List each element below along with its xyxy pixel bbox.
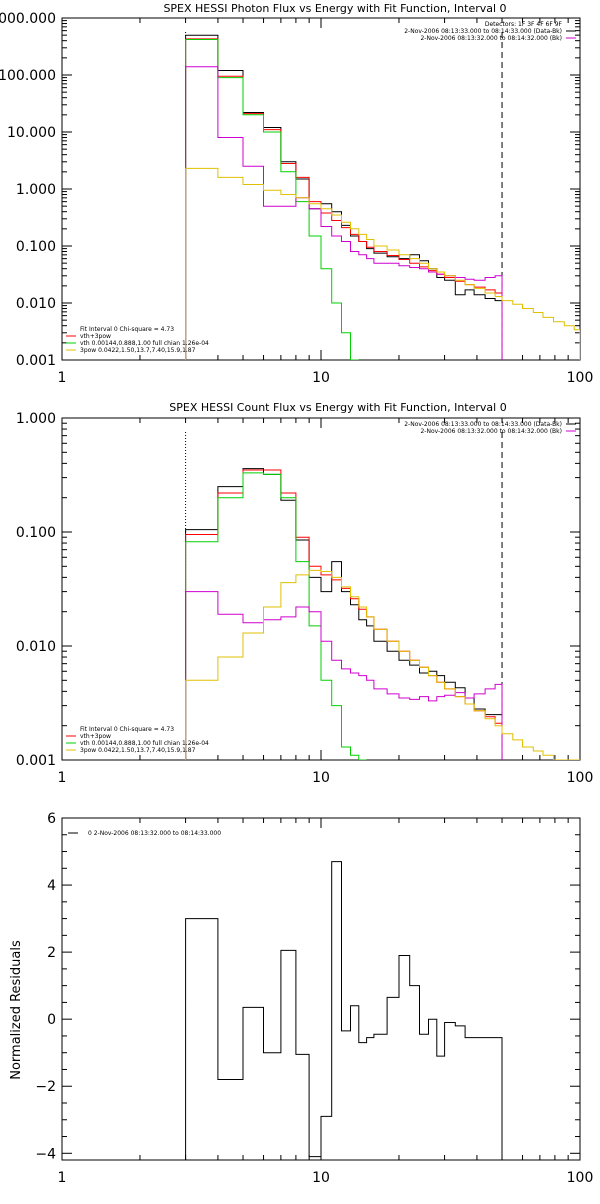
residuals-plot: 1 10 100 −4 −2 0 2 4 6 bbox=[35, 811, 593, 1186]
count-ytick-label: 0.001 bbox=[16, 753, 56, 769]
photon-xtick-label: 1 bbox=[58, 370, 67, 386]
photon-plot: 1 10 100 0.001 0.010 0.100 1.000 10.000 100.000 0… bbox=[0, 11, 593, 386]
count-ytick-label: 0.010 bbox=[16, 639, 56, 655]
count-plot: 1 10 100 0.001 0.010 0.100 1.000 2-Nov-2006 08:… bbox=[16, 411, 593, 786]
residuals-ylabel: Normalized Residuals bbox=[9, 940, 24, 1080]
residuals-ytick-label: 0 bbox=[47, 1012, 56, 1028]
photon-info-line: 2-Nov-2006 08:13:32.000 to 08:14:32.000 … bbox=[420, 35, 562, 42]
photon-info-line: 2-Nov-2006 08:13:33.000 to 08:14:33.000 … bbox=[404, 28, 562, 35]
count-series-3 bbox=[185, 591, 503, 760]
residuals-xtick-label: 1 bbox=[58, 1170, 67, 1186]
count-xtick-label: 1 bbox=[58, 770, 67, 786]
photon-xtick-label: 10 bbox=[312, 370, 330, 386]
photon-ytick-label: 100.000 bbox=[0, 68, 56, 84]
count-fit-line: vth 0.00144,0.888,1.00 full chian 1.26e-… bbox=[80, 740, 209, 747]
photon-ytick-label: 10.000 bbox=[7, 125, 56, 141]
photon-ytick-label: 0.100 bbox=[16, 239, 56, 255]
count-info-line: 2-Nov-2006 08:13:32.000 to 08:14:32.000 … bbox=[420, 428, 562, 435]
photon-ytick-label: 0.010 bbox=[16, 296, 56, 312]
residuals-legend: 0 2-Nov-2006 08:13:32.000 to 08:14:33.00… bbox=[88, 830, 221, 837]
count-ytick-label: 1.000 bbox=[16, 411, 56, 427]
count-fit-line: 3pow 0.0422,1.50,13.7,7.40,15.9,1.87 bbox=[80, 747, 196, 754]
photon-ytick-label: 000.000 bbox=[0, 11, 56, 27]
residuals-xtick-label: 10 bbox=[312, 1170, 330, 1186]
residuals-xtick-label: 100 bbox=[567, 1170, 594, 1186]
photon-title: SPEX HESSI Photon Flux vs Energy with Fi… bbox=[163, 2, 506, 15]
residuals-ytick-label: −4 bbox=[35, 1146, 56, 1162]
photon-series-0 bbox=[185, 34, 503, 360]
photon-fit-line: 3pow 0.0422,1.50,13.7,7.40,15.9,1.87 bbox=[80, 347, 196, 354]
photon-ytick-label: 1.000 bbox=[16, 182, 56, 198]
count-series-4 bbox=[185, 569, 580, 760]
count-fit-line: Fit Interval 0 Chi-square = 4.73 bbox=[80, 726, 174, 733]
count-data bbox=[185, 468, 580, 760]
photon-data bbox=[185, 34, 580, 360]
residuals-ytick-label: 4 bbox=[47, 878, 56, 894]
count-xtick-label: 100 bbox=[567, 770, 594, 786]
photon-fit-line: vth 0.00144,0.888,1.00 full chian 1.26e-… bbox=[80, 340, 209, 347]
photon-series-1 bbox=[185, 38, 503, 360]
residuals-ytick-label: −2 bbox=[35, 1079, 56, 1095]
photon-series-2 bbox=[185, 39, 359, 360]
count-fit-line: vth+3pow bbox=[80, 733, 111, 740]
residuals-ytick-label: 6 bbox=[47, 811, 56, 827]
residuals-ytick-label: 2 bbox=[47, 945, 56, 961]
photon-fit-line: vth+3pow bbox=[80, 333, 111, 340]
count-ytick-label: 0.100 bbox=[16, 525, 56, 541]
photon-ytick-label: 0.001 bbox=[16, 353, 56, 369]
photon-info-line: Detectors: 1F 3F 4F 6F 9F bbox=[485, 21, 563, 28]
count-info-line: 2-Nov-2006 08:13:33.000 to 08:14:33.000 … bbox=[404, 421, 562, 428]
residuals-data bbox=[185, 861, 503, 1160]
photon-fit-line: Fit Interval 0 Chi-square = 4.73 bbox=[80, 326, 174, 333]
count-series-1 bbox=[185, 469, 503, 760]
photon-series-3 bbox=[185, 66, 503, 360]
count-xtick-label: 10 bbox=[312, 770, 330, 786]
photon-xtick-label: 100 bbox=[567, 370, 594, 386]
count-title: SPEX HESSI Count Flux vs Energy with Fit… bbox=[169, 401, 506, 414]
count-series-2 bbox=[185, 472, 367, 760]
photon-series-4 bbox=[185, 167, 580, 360]
residuals-series-0 bbox=[185, 861, 503, 1160]
